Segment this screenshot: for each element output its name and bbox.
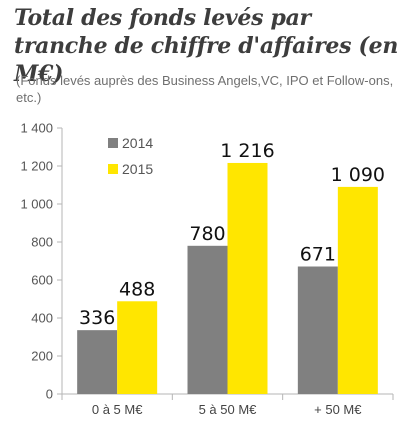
bar-2015-2 xyxy=(337,186,378,394)
y-tick-label: 1 000 xyxy=(20,197,53,212)
chart-subtitle: (Fonds levés auprès des Business Angels,… xyxy=(16,73,394,105)
y-tick-label: 0 xyxy=(46,387,53,402)
bar-2014-1 xyxy=(187,245,228,394)
data-labels: 336 780 671 488 1 216 1 090 xyxy=(79,140,385,329)
legend-label-2015: 2015 xyxy=(122,161,153,177)
data-label-2014-1: 780 xyxy=(189,223,225,245)
y-axis: 0 200 400 600 800 1 000 1 200 1 400 xyxy=(20,121,63,402)
data-label-2014-2: 671 xyxy=(300,244,336,266)
chart-title: Total des fonds levés par tranche de chi… xyxy=(14,5,399,87)
data-label-2015-0: 488 xyxy=(119,278,155,300)
data-label-2015-2: 1 090 xyxy=(331,164,385,186)
legend-swatch-2014 xyxy=(108,138,118,148)
y-tick-label: 200 xyxy=(31,349,53,364)
bars xyxy=(77,162,378,394)
bar-2014-2 xyxy=(297,266,338,394)
x-category-label: + 50 M€ xyxy=(314,402,362,417)
y-tick-label: 600 xyxy=(31,273,53,288)
bar-2015-0 xyxy=(117,301,158,394)
legend-swatch-2015 xyxy=(108,164,118,174)
x-axis: 0 à 5 M€ 5 à 50 M€ + 50 M€ xyxy=(61,393,394,417)
y-tick-label: 1 400 xyxy=(20,121,53,136)
bar-2015-1 xyxy=(227,162,268,394)
y-tick-label: 800 xyxy=(31,235,53,250)
x-category-label: 5 à 50 M€ xyxy=(199,402,258,417)
y-tick-label: 400 xyxy=(31,311,53,326)
legend: 2014 2015 xyxy=(108,135,153,177)
y-tick-label: 1 200 xyxy=(20,159,53,174)
bar-2014-0 xyxy=(77,330,118,394)
legend-label-2014: 2014 xyxy=(122,135,153,151)
data-label-2015-1: 1 216 xyxy=(220,140,274,162)
data-label-2014-0: 336 xyxy=(79,307,115,329)
x-category-label: 0 à 5 M€ xyxy=(92,402,143,417)
